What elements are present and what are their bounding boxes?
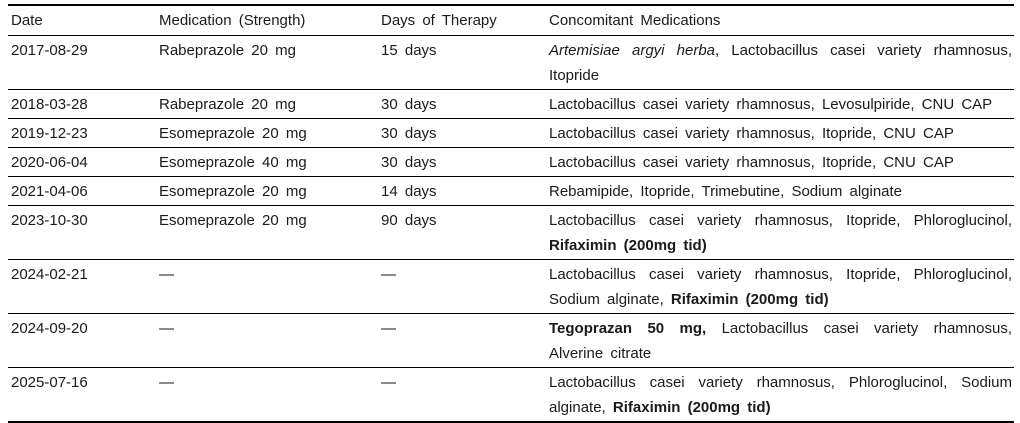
concomitant-segment: Lactobacillus casei variety rhamnosus, I…	[549, 266, 1012, 283]
concomitant-segment: Sodium alginate,	[549, 291, 671, 308]
concomitant-segment: Lactobacillus casei variety rhamnosus, I…	[549, 125, 954, 142]
column-header-date: Date	[8, 5, 156, 36]
table-header-row: Date Medication (Strength) Days of Therapy…	[8, 5, 1014, 36]
medication-history-table: Date Medication (Strength) Days of Therapy…	[8, 4, 1014, 423]
cell-medication: Rabeprazole 20 mg	[156, 89, 378, 119]
cell-medication: Rabeprazole 20 mg	[156, 35, 378, 90]
cell-medication: Esomeprazole 20 mg	[156, 176, 378, 206]
cell-date: 2024-09-20	[8, 313, 156, 368]
concomitant-segment: Lactobacillus casei variety rhamnosus,	[706, 320, 1012, 337]
cell-days: —	[381, 374, 396, 391]
table-row: 2017-08-29 Rabeprazole 20 mg 15 days Artemi…	[8, 35, 1014, 90]
concomitant-segment: Rifaximin (200mg tid)	[670, 291, 829, 308]
concomitant-segment: Lactobacillus casei variety rhamnosus, P…	[549, 374, 1012, 391]
concomitant-segment: Rebamipide, Itopride, Trimebutine, Sodiu…	[549, 183, 903, 200]
concomitant-line: Tegoprazan 50 mg, Lactobacillus casei va…	[549, 316, 1012, 341]
cell-days: 90 days	[378, 205, 546, 260]
cell-date: 2021-04-06	[8, 176, 156, 206]
cell-days: 15 days	[378, 35, 546, 90]
cell-days: 30 days	[378, 89, 546, 119]
cell-days: 30 days	[378, 147, 546, 177]
concomitant-segment: Lactobacillus casei variety rhamnosus, I…	[549, 212, 1012, 229]
concomitant-segment: Rifaximin (200mg tid)	[549, 237, 707, 254]
cell-concomitant: Lactobacillus casei variety rhamnosus, L…	[546, 89, 1014, 119]
concomitant-line: Rebamipide, Itopride, Trimebutine, Sodiu…	[549, 179, 1012, 204]
cell-concomitant: Tegoprazan 50 mg, Lactobacillus casei va…	[546, 313, 1014, 368]
concomitant-segment: Alverine citrate	[549, 345, 652, 362]
cell-date: 2023-10-30	[8, 205, 156, 260]
table-row: 2025-07-16 — — Lactobacillus casei variety …	[8, 368, 1014, 423]
table-row: 2020-06-04 Esomeprazole 40 mg 30 days Lacto…	[8, 147, 1014, 177]
concomitant-line: Lactobacillus casei variety rhamnosus, I…	[549, 121, 1012, 146]
concomitant-line: alginate, Rifaximin (200mg tid)	[549, 395, 1012, 420]
concomitant-segment: Tegoprazan 50 mg,	[549, 320, 707, 337]
cell-date: 2020-06-04	[8, 147, 156, 177]
table-row: 2021-04-06 Esomeprazole 20 mg 14 days Rebam…	[8, 176, 1014, 206]
cell-concomitant: Artemisiae argyi herba, Lactobacillus ca…	[546, 35, 1014, 90]
cell-days: 14 days	[378, 176, 546, 206]
cell-concomitant: Lactobacillus casei variety rhamnosus, P…	[546, 368, 1014, 423]
concomitant-line: Sodium alginate, Rifaximin (200mg tid)	[549, 287, 1012, 312]
cell-concomitant: Lactobacillus casei variety rhamnosus, I…	[546, 205, 1014, 260]
column-header-medication: Medication (Strength)	[156, 5, 378, 36]
cell-days: —	[378, 313, 546, 368]
column-header-concomitant: Concomitant Medications	[546, 5, 1014, 36]
cell-date: 2019-12-23	[8, 118, 156, 148]
cell-date: 2017-08-29	[8, 35, 156, 90]
cell-medication: Esomeprazole 20 mg	[156, 205, 378, 260]
table-body: 2017-08-29 Rabeprazole 20 mg 15 days Artemi…	[8, 35, 1014, 423]
cell-date: 2018-03-28	[8, 89, 156, 119]
concomitant-segment: , Lactobacillus casei variety rhamnosus,	[715, 42, 1012, 59]
column-header-days: Days of Therapy	[378, 5, 546, 36]
cell-concomitant: Rebamipide, Itopride, Trimebutine, Sodiu…	[546, 176, 1014, 206]
concomitant-line: Lactobacillus casei variety rhamnosus, I…	[549, 150, 1012, 175]
cell-medication: Esomeprazole 40 mg	[156, 147, 378, 177]
cell-date: 2025-07-16	[11, 374, 88, 391]
table-row: 2019-12-23 Esomeprazole 20 mg 30 days Lacto…	[8, 118, 1014, 148]
concomitant-segment: Lactobacillus casei variety rhamnosus, L…	[549, 96, 993, 113]
concomitant-line: Rifaximin (200mg tid)	[549, 233, 1012, 258]
cell-medication: —	[159, 374, 174, 391]
concomitant-segment: Lactobacillus casei variety rhamnosus, I…	[549, 154, 954, 171]
concomitant-line: Alverine citrate	[549, 341, 1012, 366]
cell-concomitant: Lactobacillus casei variety rhamnosus, I…	[546, 147, 1014, 177]
table-row: 2024-02-21— — Lactobacillus casei variety …	[8, 259, 1014, 314]
cell-concomitant: Lactobacillus casei variety rhamnosus, I…	[546, 118, 1014, 148]
table-row: 2018-03-28 Rabeprazole 20 mg 30 days Lactob…	[8, 89, 1014, 119]
concomitant-line: Itopride	[549, 63, 1012, 88]
concomitant-line: Artemisiae argyi herba, Lactobacillus ca…	[549, 38, 1012, 63]
cell-medication: Esomeprazole 20 mg	[156, 118, 378, 148]
cell-date: 2024-02-21	[8, 259, 156, 314]
table-row: 2023-10-30 Esomeprazole 20 mg 90 days Lacto…	[8, 205, 1014, 260]
concomitant-segment: Rifaximin (200mg tid)	[612, 399, 771, 416]
cell-medication: —	[156, 259, 378, 314]
concomitant-line: Lactobacillus casei variety rhamnosus, I…	[549, 208, 1012, 233]
cell-days: —	[378, 259, 546, 314]
concomitant-segment: alginate,	[549, 399, 613, 416]
table-row: 2024-09-20— — Tegoprazan 50 mg, Lactobacil…	[8, 313, 1014, 368]
cell-medication: —	[156, 313, 378, 368]
cell-concomitant: Lactobacillus casei variety rhamnosus, I…	[546, 259, 1014, 314]
concomitant-line: Lactobacillus casei variety rhamnosus, P…	[549, 370, 1012, 395]
concomitant-segment: Artemisiae argyi herba	[549, 42, 715, 59]
concomitant-line: Lactobacillus casei variety rhamnosus, I…	[549, 262, 1012, 287]
cell-days: 30 days	[378, 118, 546, 148]
concomitant-segment: Itopride	[549, 67, 600, 84]
concomitant-line: Lactobacillus casei variety rhamnosus, L…	[549, 92, 1012, 117]
medication-history-table-container: Date Medication (Strength) Days of Therapy…	[8, 4, 1014, 423]
